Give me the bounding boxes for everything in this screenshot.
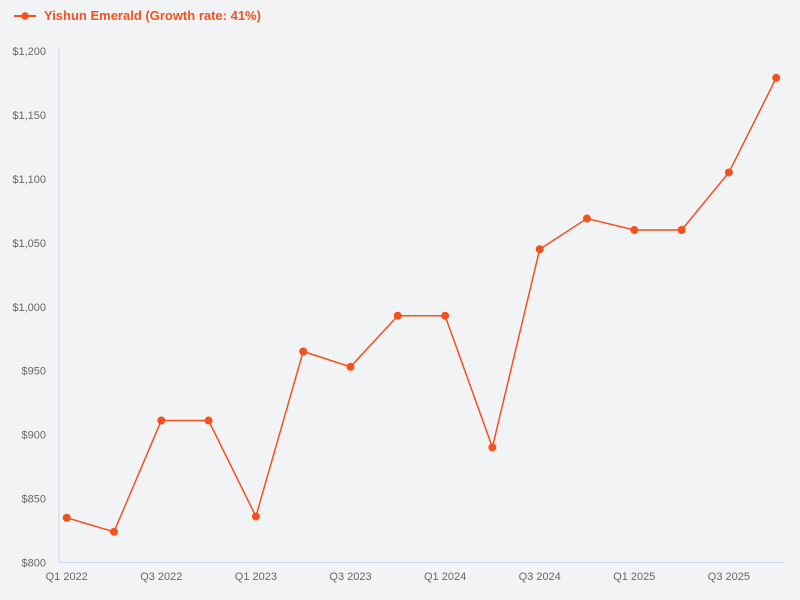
data-point[interactable] — [630, 226, 639, 235]
y-tick-label: $1,150 — [12, 110, 46, 122]
y-tick-label: $950 — [22, 366, 46, 378]
data-point[interactable] — [677, 226, 686, 235]
data-point[interactable] — [346, 362, 355, 371]
x-tick-label: Q3 2022 — [140, 571, 182, 583]
y-tick-label: $1,000 — [12, 302, 46, 314]
y-tick-label: $850 — [22, 494, 46, 506]
x-tick-label: Q3 2023 — [329, 571, 371, 583]
axes — [58, 47, 785, 563]
data-point[interactable] — [110, 527, 118, 536]
y-axis-labels: $800 $850 $900 $950 $1,000 $1,050 $1,100 $1,150… — [12, 46, 46, 570]
data-point[interactable] — [62, 513, 71, 522]
data-point[interactable] — [441, 311, 450, 320]
data-point[interactable] — [488, 443, 497, 452]
x-tick-label: Q3 2025 — [708, 571, 750, 583]
y-tick-label: $900 — [22, 430, 46, 442]
y-tick-label: $1,050 — [12, 238, 46, 250]
x-tick-label: Q1 2022 — [46, 571, 88, 583]
data-point[interactable] — [393, 311, 402, 320]
data-point[interactable] — [204, 416, 213, 425]
series-line — [66, 77, 777, 533]
y-tick-label: $1,200 — [12, 46, 46, 58]
data-point[interactable] — [251, 512, 260, 521]
line-dot-marker-icon — [14, 11, 36, 20]
data-point[interactable] — [535, 245, 544, 254]
data-point[interactable] — [772, 73, 781, 82]
data-point[interactable] — [583, 214, 591, 223]
legend-item-yishun-emerald[interactable]: Yishun Emerald (Growth rate: 41%) — [13, 8, 261, 23]
x-tick-label: Q1 2024 — [424, 571, 466, 583]
legend-label: Yishun Emerald (Growth rate: 41%) — [44, 8, 261, 23]
data-point[interactable] — [157, 416, 166, 425]
data-point[interactable] — [724, 168, 733, 177]
x-tick-label: Q1 2025 — [613, 571, 655, 583]
x-tick-label: Q1 2023 — [235, 571, 277, 583]
data-point[interactable] — [299, 347, 308, 356]
x-axis-labels: Q1 2022 Q3 2022 Q1 2023 Q3 2023 Q1 2024 Q3 20… — [46, 571, 750, 583]
x-tick-label: Q3 2024 — [519, 571, 561, 583]
y-tick-label: $1,100 — [12, 174, 46, 186]
y-tick-label: $800 — [22, 558, 46, 570]
series-yishun-emerald — [62, 73, 781, 536]
